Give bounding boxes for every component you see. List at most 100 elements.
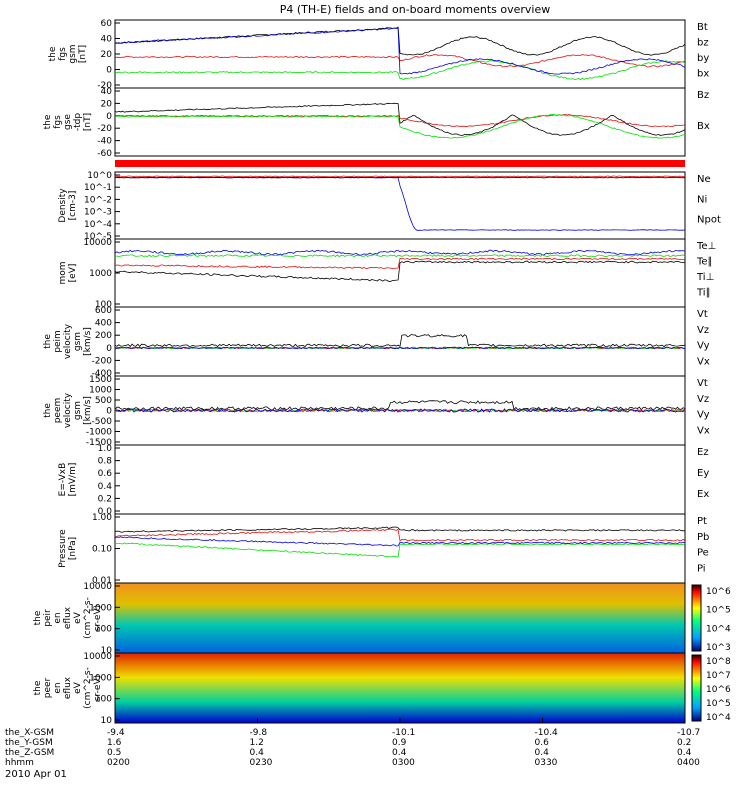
series-line xyxy=(114,175,686,178)
y-tick-label: 0 xyxy=(106,112,112,122)
y-axis-label: Pressure xyxy=(58,529,68,568)
footer-value: 0.5 xyxy=(107,748,121,758)
panel-frame xyxy=(114,444,686,515)
y-axis-label: [cm-3] xyxy=(68,191,78,221)
legend-entry: Pe xyxy=(697,548,709,559)
y-axis-label: [eV] xyxy=(68,264,78,283)
y-tick-label: 10^-3 xyxy=(84,208,112,218)
colorbar-label: 10^6 xyxy=(706,587,731,597)
y-axis-label: the xyxy=(48,46,58,61)
y-axis-label: Density xyxy=(58,188,68,223)
footer-row-label: the_Y-GSM xyxy=(5,738,53,748)
y-tick-label: 1500 xyxy=(89,375,112,385)
y-axis-label: the xyxy=(43,334,53,349)
footer-value: 0.4 xyxy=(535,748,550,758)
y-axis-label: eflux xyxy=(63,606,73,629)
y-axis-label: (cm^2-s- xyxy=(83,597,93,639)
y-axis-label: gsm xyxy=(68,44,78,63)
legend-entry: Bz xyxy=(697,90,709,101)
y-tick-label: 10^0 xyxy=(87,171,112,181)
quality-flag-bar xyxy=(115,160,685,167)
y-axis-label: peer xyxy=(43,677,53,698)
y-tick-label: 40 xyxy=(101,35,113,45)
y-axis-label: velocity xyxy=(63,392,73,428)
y-tick-label: 0 xyxy=(106,407,112,417)
y-tick-label: 1.0 xyxy=(98,444,113,454)
y-axis-label: [nPa] xyxy=(68,537,78,560)
footer-value: 0330 xyxy=(535,758,558,768)
y-tick-label: -60 xyxy=(97,149,112,159)
y-axis-label: -tdp xyxy=(73,113,83,131)
y-tick-label: 0.10 xyxy=(92,545,112,555)
y-axis-label: [nT] xyxy=(83,113,93,131)
y-tick-label: 0.2 xyxy=(98,494,112,504)
y-tick-label: 10^-2 xyxy=(84,195,112,205)
footer-coordinates: the_X-GSM -9.4 -9.8 -10.1 -10.4 -10.7 the_Y-GS… xyxy=(5,728,700,768)
colorbar-label: 10^7 xyxy=(706,671,731,681)
y-axis-label: fgs xyxy=(58,47,68,61)
colorbar-label: 10^6 xyxy=(706,685,731,695)
series-line xyxy=(114,542,686,558)
legend-entry: Vt xyxy=(697,378,708,389)
panel-frame xyxy=(114,513,686,584)
panel-frame xyxy=(114,238,686,308)
y-axis-label: [nT] xyxy=(78,45,88,63)
footer-row-label: hhmm xyxy=(5,758,34,768)
y-tick-label: 20 xyxy=(101,50,113,60)
legend-entry: Ey xyxy=(697,468,709,479)
series-line xyxy=(114,400,686,411)
legend-entry: Pb xyxy=(697,532,709,543)
legend-entry: Vz xyxy=(697,325,709,336)
y-tick-label: 0.0 xyxy=(98,507,113,517)
y-tick-label: 400 xyxy=(95,319,112,329)
y-tick-label: -400 xyxy=(92,369,113,379)
y-axis-label: the xyxy=(33,610,43,625)
legend-entry: Pi xyxy=(697,563,706,574)
y-axis-label: [km/s] xyxy=(83,327,93,356)
legend-entry: Vz xyxy=(697,394,709,405)
y-axis-label: (cm^2-s- xyxy=(83,667,93,709)
chart-title: P4 (TH-E) fields and on-board moments ov… xyxy=(280,3,551,16)
legend-entry: Ni xyxy=(697,194,707,205)
y-axis-label: sr-eV) xyxy=(93,675,103,701)
y-tick-label: 1.00 xyxy=(92,513,112,523)
series-line xyxy=(114,260,686,282)
y-axis-label: en xyxy=(53,612,63,623)
y-axis-label: en xyxy=(53,682,63,693)
footer-value: 0200 xyxy=(107,758,130,768)
y-axis-label: gse xyxy=(63,114,73,130)
legend-entry: Vy xyxy=(697,341,710,352)
y-tick-label: 0.01 xyxy=(92,576,112,586)
y-tick-label: 500 xyxy=(95,396,112,406)
colorbar-label: 10^5 xyxy=(706,606,731,616)
y-axis-label: fgs xyxy=(53,115,63,129)
y-tick-label: 10^-5 xyxy=(84,232,112,242)
series-line xyxy=(114,27,686,75)
colorbar-label: 10^4 xyxy=(706,624,731,634)
legend-entry: Bx xyxy=(697,121,710,132)
legend-entry: Npot xyxy=(697,215,721,226)
y-tick-label: 100 xyxy=(95,625,112,635)
footer-value: 1.6 xyxy=(107,738,122,748)
y-tick-label: 0.6 xyxy=(98,469,113,479)
legend-entry: Bt xyxy=(697,22,708,33)
y-tick-label: -200 xyxy=(92,356,113,366)
y-tick-label: 1000 xyxy=(89,673,112,683)
colorbar xyxy=(691,654,702,722)
y-axis-label: peir xyxy=(43,609,53,627)
y-tick-label: 100 xyxy=(95,300,112,310)
y-tick-label: 60 xyxy=(101,19,113,29)
y-tick-label: -1000 xyxy=(86,428,112,438)
legend-entry: Ti∥ xyxy=(696,288,711,299)
y-axis-label: peem xyxy=(53,398,63,424)
series-line xyxy=(114,257,686,270)
y-tick-label: -1500 xyxy=(86,438,112,448)
y-axis-label: gsm xyxy=(73,332,83,351)
y-axis-label: the xyxy=(43,403,53,418)
series-line xyxy=(114,408,686,413)
series-line xyxy=(114,333,686,348)
legend-entry: Vx xyxy=(697,356,710,367)
series-line xyxy=(114,113,686,128)
